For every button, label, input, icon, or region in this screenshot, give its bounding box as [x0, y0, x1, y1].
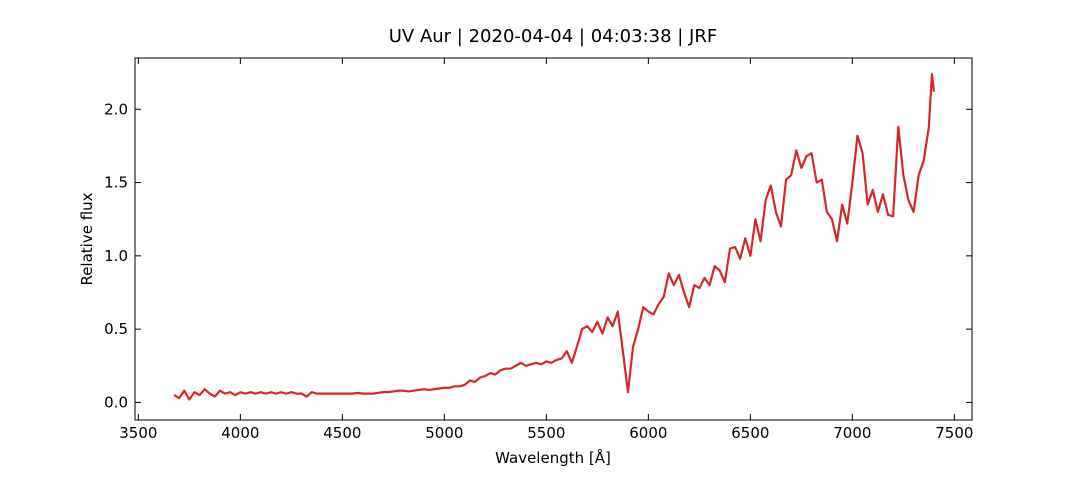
x-tick-label: 5000 [425, 424, 463, 442]
plot-frame [134, 57, 973, 421]
x-tick-label: 6000 [629, 424, 667, 442]
y-tick-label: 1.0 [104, 247, 128, 265]
x-tick-label: 3500 [119, 424, 157, 442]
y-axis-label: Relative flux [78, 192, 96, 285]
spectrum-line [173, 73, 936, 401]
chart-title: UV Aur | 2020-04-04 | 04:03:38 | JRF [389, 26, 717, 47]
x-axis-label: Wavelength [Å] [495, 448, 611, 467]
x-tick-label: 7500 [935, 424, 973, 442]
y-tick-label: 2.0 [104, 100, 128, 118]
y-tick-label: 0.0 [104, 393, 128, 411]
x-tick-label: 7000 [833, 424, 871, 442]
x-tick-label: 5500 [527, 424, 565, 442]
x-tick-label: 6500 [731, 424, 769, 442]
y-tick-label: 0.5 [104, 320, 128, 338]
x-tick-label: 4000 [221, 424, 259, 442]
y-tick-label: 1.5 [104, 174, 128, 192]
x-tick-label: 4500 [323, 424, 361, 442]
